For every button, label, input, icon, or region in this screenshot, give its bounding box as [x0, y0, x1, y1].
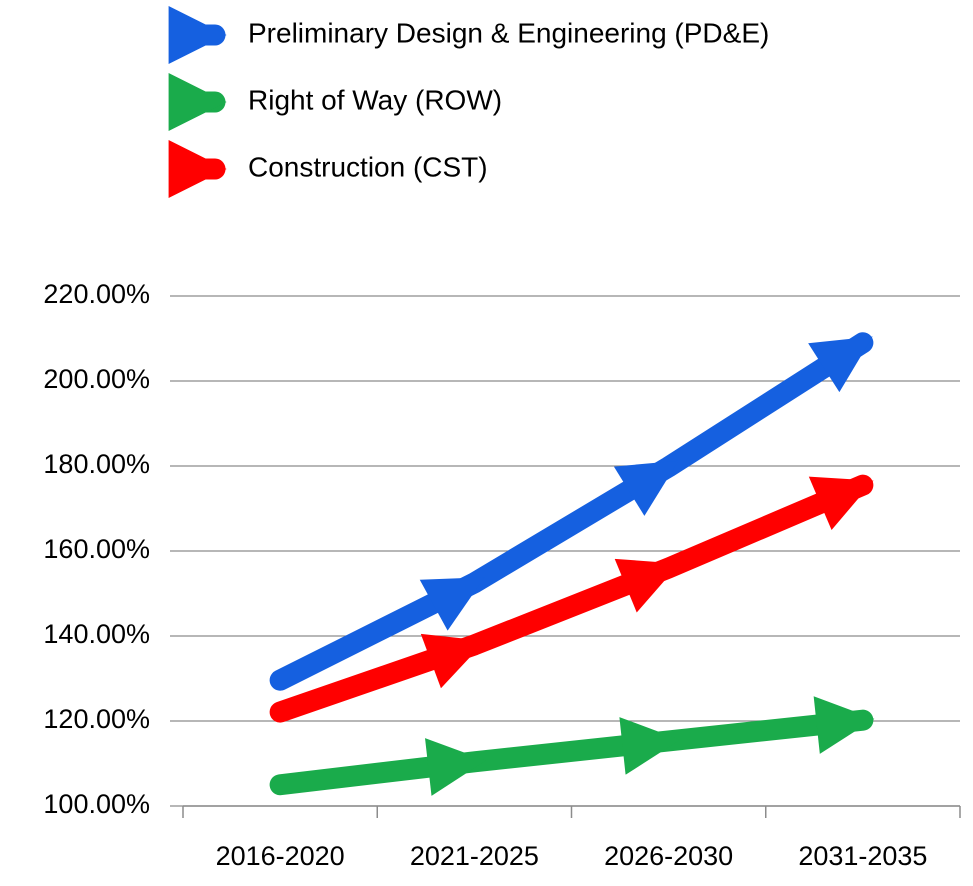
legend-label: Construction (CST): [248, 151, 488, 182]
x-tick-label: 2016-2020: [216, 841, 345, 871]
y-tick-label: 140.00%: [43, 619, 150, 649]
legend-label: Right of Way (ROW): [248, 84, 502, 115]
legend-label: Preliminary Design & Engineering (PD&E): [248, 17, 769, 48]
y-tick-label: 180.00%: [43, 449, 150, 479]
y-tick-label: 200.00%: [43, 364, 150, 394]
x-tick-label: 2026-2030: [604, 841, 733, 871]
series-line: [269, 474, 874, 723]
y-tick-label: 120.00%: [43, 704, 150, 734]
x-tick-label: 2021-2025: [410, 841, 539, 871]
y-tick-label: 160.00%: [43, 534, 150, 564]
y-tick-label: 100.00%: [43, 789, 150, 819]
series-line: [269, 696, 875, 796]
x-tick-label: 2031-2035: [798, 841, 927, 871]
y-tick-label: 220.00%: [43, 279, 150, 309]
